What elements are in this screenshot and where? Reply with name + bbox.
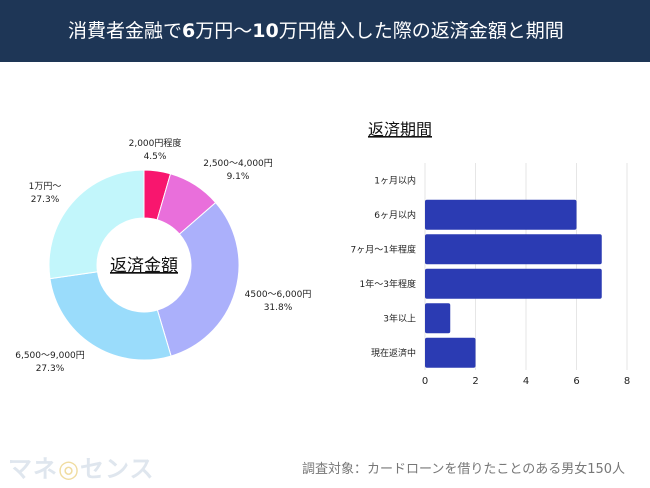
slice-value: 27.3%: [31, 195, 60, 205]
bar: [425, 303, 451, 334]
bar-title: 返済期間: [368, 120, 432, 139]
bar: [425, 268, 602, 299]
title-part: 万円借入した際の返済金額と期間: [278, 20, 564, 42]
slice-label: 4500～6,000円: [245, 289, 312, 300]
slice-value: 9.1%: [227, 172, 250, 182]
x-tick-label: 6: [573, 376, 579, 387]
bar: [425, 199, 577, 230]
slice-value: 4.5%: [144, 152, 167, 162]
x-tick-label: 8: [624, 376, 630, 387]
pie-slice: [48, 169, 145, 280]
bar: [425, 337, 476, 368]
slice-label: 1万円～: [29, 181, 62, 192]
category-label: 6ヶ月以内: [374, 209, 416, 221]
bar: [425, 234, 602, 265]
title-part: 消費者金融で: [68, 20, 183, 42]
pie-slice: [156, 201, 240, 357]
category-label: 1年～3年程度: [360, 278, 416, 290]
slice-label: 2,000円程度: [129, 137, 182, 149]
x-tick-label: 0: [422, 376, 428, 387]
slice-label: 6,500～9,000円: [15, 350, 85, 361]
category-label: 1ヶ月以内: [374, 174, 416, 186]
category-label: 7ヶ月～1年程度: [351, 243, 416, 255]
slice-label: 2,500～4,000円: [203, 158, 273, 169]
survey-note: 調査対象：カードローンを借りたことのある男女150人: [302, 462, 626, 477]
slice-value: 31.8%: [264, 303, 293, 313]
title-part: 10: [252, 20, 279, 42]
logo: マネ◎センス: [8, 455, 155, 483]
x-tick-label: 4: [523, 376, 529, 387]
category-label: 現在返済中: [371, 347, 416, 359]
pie-slice: [49, 271, 172, 361]
title-part: 万円～: [195, 20, 253, 42]
x-tick-label: 2: [472, 376, 478, 387]
header-title: 消費者金融で6万円～10万円借入した際の返済金額と期間: [0, 0, 650, 62]
category-label: 3年以上: [383, 312, 416, 324]
donut-title: 返済金額: [110, 256, 178, 276]
title-part: 6: [182, 20, 196, 42]
slice-value: 27.3%: [36, 364, 65, 374]
